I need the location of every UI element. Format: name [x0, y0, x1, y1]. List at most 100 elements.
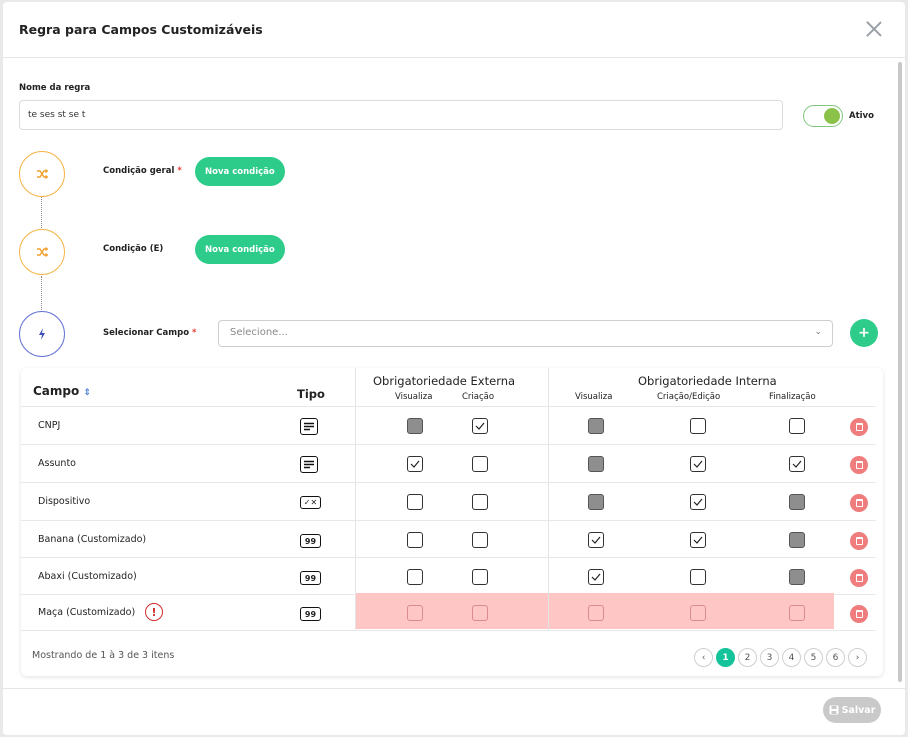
sub-header-criacao-edicao: Criação/Edição	[657, 392, 721, 402]
permission-checkbox[interactable]	[789, 569, 805, 585]
close-icon[interactable]	[865, 20, 883, 38]
table-row: Abaxi (Customizado) 99	[21, 558, 876, 595]
next-page-button[interactable]: ›	[848, 648, 867, 667]
permission-checkbox[interactable]	[472, 532, 488, 548]
permission-checkbox[interactable]	[588, 456, 604, 472]
sub-header-finalizacao: Finalização	[769, 392, 816, 402]
number-99-icon: 99	[300, 534, 321, 548]
delete-row-button[interactable]	[850, 456, 868, 474]
permission-checkbox[interactable]	[407, 418, 423, 434]
permission-checkbox[interactable]	[407, 569, 423, 585]
lightning-icon	[19, 311, 65, 357]
chevron-down-icon: ⌄	[814, 327, 822, 337]
field-select[interactable]: Selecione... ⌄	[218, 320, 833, 347]
required-mark: *	[192, 328, 197, 338]
permission-checkbox[interactable]	[407, 532, 423, 548]
page-5-button[interactable]: 5	[804, 648, 823, 667]
sub-header-visualiza: Visualiza	[395, 392, 433, 402]
text-lines-icon	[300, 456, 318, 473]
shuffle-icon	[19, 229, 65, 275]
permission-checkbox[interactable]	[472, 418, 488, 434]
add-field-button[interactable]: +	[850, 319, 878, 347]
permission-checkbox[interactable]	[407, 605, 423, 621]
permission-checkbox[interactable]	[588, 418, 604, 434]
table-row: Banana (Customizado) 99	[21, 521, 876, 558]
select-field-label: Selecionar Campo *	[103, 328, 196, 338]
table-row: Maça (Customizado)! 99	[21, 593, 876, 631]
permission-checkbox[interactable]	[472, 456, 488, 472]
column-divider	[548, 368, 549, 631]
pagination: ‹ 1 2 3 4 5 6 ›	[694, 648, 867, 667]
delete-row-button[interactable]	[850, 532, 868, 550]
required-mark: *	[177, 166, 182, 176]
permission-checkbox[interactable]	[690, 569, 706, 585]
rule-name-label: Nome da regra	[19, 83, 91, 93]
permission-checkbox[interactable]	[407, 494, 423, 510]
permission-checkbox[interactable]	[588, 494, 604, 510]
permission-checkbox[interactable]	[690, 418, 706, 434]
delete-row-button[interactable]	[850, 569, 868, 587]
new-condition-button[interactable]: Nova condição	[195, 157, 285, 186]
page-3-button[interactable]: 3	[760, 648, 779, 667]
active-toggle-label: Ativo	[849, 111, 874, 121]
permission-checkbox[interactable]	[472, 569, 488, 585]
permission-checkbox[interactable]	[690, 532, 706, 548]
shuffle-icon	[19, 151, 65, 197]
table-row: Dispositivo ✓✕	[21, 483, 876, 521]
permission-checkbox[interactable]	[789, 494, 805, 510]
permission-checkbox[interactable]	[690, 494, 706, 510]
delete-row-button[interactable]	[850, 494, 868, 512]
permission-checkbox[interactable]	[472, 605, 488, 621]
step-connector	[41, 276, 42, 312]
step-connector	[41, 196, 42, 230]
rule-name-input[interactable]: te ses st se t	[19, 100, 783, 130]
save-label: Salvar	[841, 704, 876, 716]
permission-checkbox[interactable]	[789, 532, 805, 548]
col-tipo-header: Tipo	[297, 387, 325, 401]
trash-icon	[855, 610, 863, 618]
permission-checkbox[interactable]	[789, 605, 805, 621]
permission-checkbox[interactable]	[690, 605, 706, 621]
check-x-icon: ✓✕	[300, 496, 321, 509]
group-externa-header: Obrigatoriedade Externa	[373, 374, 516, 388]
table-row: Assunto	[21, 445, 876, 483]
new-condition-button[interactable]: Nova condição	[195, 235, 285, 264]
error-highlight	[549, 593, 834, 629]
toggle-knob	[824, 108, 840, 124]
permission-checkbox[interactable]	[588, 532, 604, 548]
field-name: Assunto	[38, 458, 76, 469]
col-campo-header[interactable]: Campo ⇕	[33, 384, 91, 398]
permission-checkbox[interactable]	[789, 456, 805, 472]
page-2-button[interactable]: 2	[738, 648, 757, 667]
condition-general-label: Condição geral *	[103, 166, 182, 176]
sub-header-visualiza: Visualiza	[575, 392, 613, 402]
permission-checkbox[interactable]	[588, 605, 604, 621]
modal-title: Regra para Campos Customizáveis	[19, 22, 263, 37]
sort-icon[interactable]: ⇕	[83, 388, 91, 398]
scrollbar[interactable]	[898, 62, 902, 682]
trash-icon	[855, 499, 863, 507]
page-1-button[interactable]: 1	[716, 648, 735, 667]
field-select-placeholder: Selecione...	[230, 327, 288, 338]
trash-icon	[855, 461, 863, 469]
table-row: CNPJ	[21, 407, 876, 445]
delete-row-button[interactable]	[850, 418, 868, 436]
condition-and-label: Condição (E)	[103, 244, 164, 254]
permission-checkbox[interactable]	[407, 456, 423, 472]
permission-checkbox[interactable]	[690, 456, 706, 472]
permission-checkbox[interactable]	[789, 418, 805, 434]
column-divider	[355, 368, 356, 631]
active-toggle[interactable]	[803, 105, 843, 127]
delete-row-button[interactable]	[850, 605, 868, 623]
permission-checkbox[interactable]	[472, 494, 488, 510]
permission-checkbox[interactable]	[588, 569, 604, 585]
condition-general-text: Condição geral	[103, 166, 175, 176]
page-6-button[interactable]: 6	[826, 648, 845, 667]
floppy-icon	[829, 705, 839, 715]
group-interna-header: Obrigatoriedade Interna	[638, 374, 777, 388]
page-4-button[interactable]: 4	[782, 648, 801, 667]
save-button[interactable]: Salvar	[823, 697, 881, 723]
prev-page-button[interactable]: ‹	[694, 648, 713, 667]
field-name: Banana (Customizado)	[38, 534, 147, 545]
header-divider	[21, 406, 876, 407]
